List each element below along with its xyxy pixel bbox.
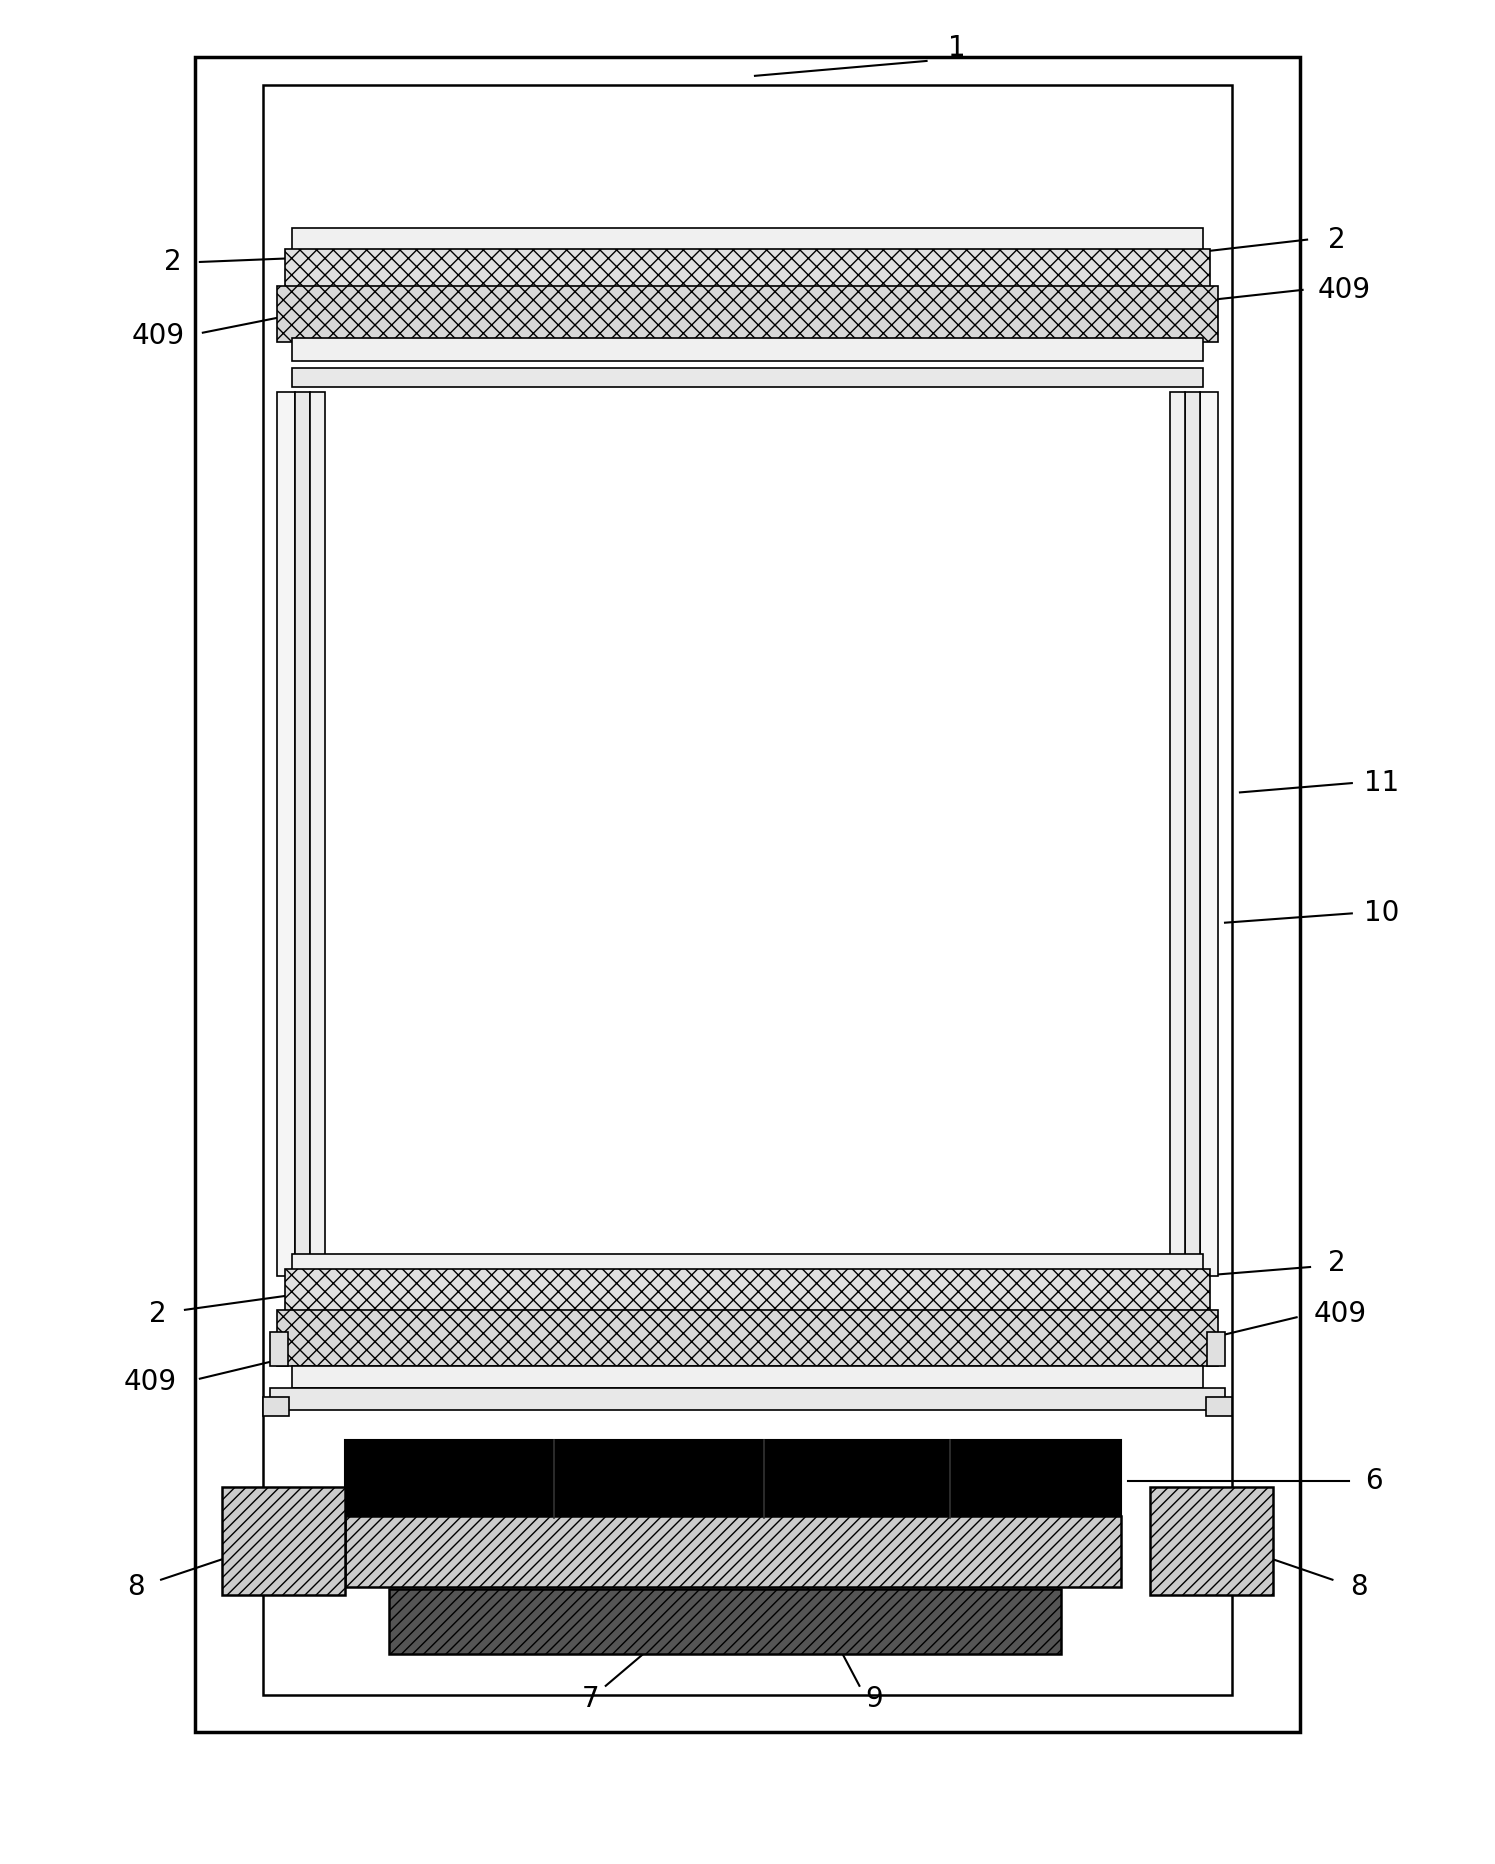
Text: 1: 1 bbox=[948, 34, 966, 62]
Text: 409: 409 bbox=[132, 322, 185, 350]
Bar bbox=[1150, 1487, 1272, 1594]
Bar bbox=[1206, 1333, 1224, 1366]
Bar bbox=[345, 1441, 1121, 1519]
Text: 9: 9 bbox=[866, 1685, 884, 1713]
Text: 409: 409 bbox=[124, 1368, 178, 1396]
Bar bbox=[293, 229, 1202, 254]
Text: 10: 10 bbox=[1363, 900, 1399, 928]
Bar bbox=[1205, 1398, 1232, 1417]
Text: 11: 11 bbox=[1363, 770, 1399, 798]
Bar bbox=[293, 367, 1202, 386]
Text: 2: 2 bbox=[1328, 1249, 1346, 1277]
Text: 2: 2 bbox=[150, 1299, 167, 1327]
Text: 6: 6 bbox=[1365, 1467, 1383, 1495]
Bar bbox=[271, 1389, 1224, 1411]
Bar bbox=[196, 58, 1299, 1732]
Bar bbox=[278, 391, 296, 1277]
Bar bbox=[263, 1398, 290, 1417]
Text: 409: 409 bbox=[1317, 276, 1371, 304]
Bar bbox=[223, 1487, 345, 1594]
Bar bbox=[296, 391, 311, 1277]
Bar bbox=[278, 1310, 1217, 1366]
Bar bbox=[1169, 391, 1184, 1277]
Bar bbox=[293, 1366, 1202, 1389]
Text: 8: 8 bbox=[1350, 1573, 1368, 1601]
Bar bbox=[293, 337, 1202, 360]
Bar bbox=[286, 250, 1209, 291]
Bar bbox=[345, 1517, 1121, 1586]
Text: 7: 7 bbox=[582, 1685, 599, 1713]
Text: 409: 409 bbox=[1313, 1299, 1366, 1327]
Bar bbox=[1184, 391, 1199, 1277]
Bar bbox=[293, 1254, 1202, 1273]
Bar bbox=[389, 1588, 1061, 1653]
Text: 8: 8 bbox=[127, 1573, 145, 1601]
Text: 2: 2 bbox=[164, 248, 182, 276]
Bar bbox=[1199, 391, 1217, 1277]
Bar bbox=[286, 1269, 1209, 1314]
Bar bbox=[271, 1333, 289, 1366]
Bar bbox=[263, 86, 1232, 1694]
Text: 2: 2 bbox=[1328, 226, 1346, 254]
Bar bbox=[311, 391, 326, 1277]
Bar bbox=[278, 287, 1217, 341]
